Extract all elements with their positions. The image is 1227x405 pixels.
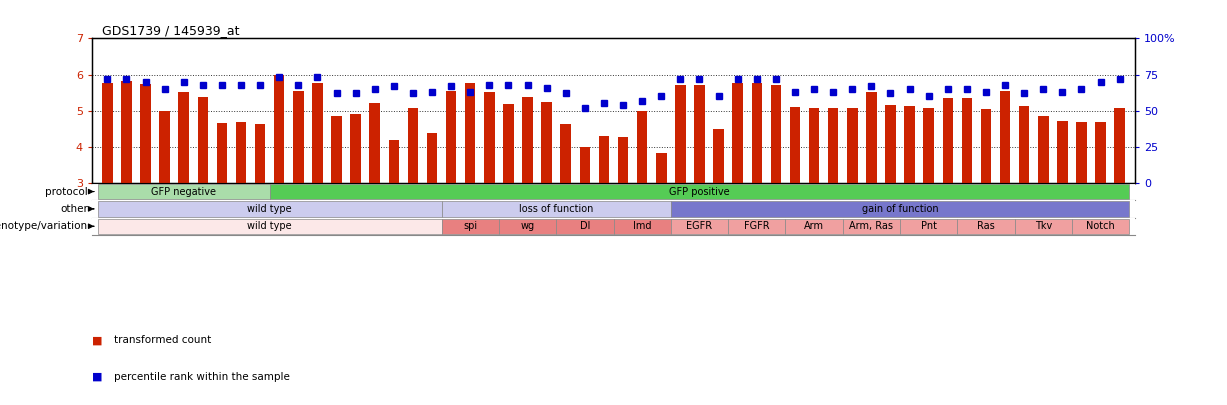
Bar <box>904 107 915 183</box>
Bar <box>942 98 953 183</box>
Bar <box>901 219 957 234</box>
Bar <box>98 184 270 199</box>
Bar <box>579 147 590 183</box>
Text: protocol: protocol <box>45 187 88 196</box>
Bar <box>1096 122 1106 183</box>
Text: ■: ■ <box>92 372 103 382</box>
Bar <box>614 219 671 234</box>
Bar <box>980 109 991 183</box>
Bar <box>1076 122 1087 183</box>
Bar <box>828 108 838 183</box>
Text: wg: wg <box>520 221 535 231</box>
Bar <box>293 91 303 183</box>
Bar <box>790 107 800 183</box>
Text: ■: ■ <box>92 335 103 345</box>
Bar <box>485 92 494 183</box>
Text: loss of function: loss of function <box>519 204 594 214</box>
Bar <box>541 102 552 183</box>
Text: Ras: Ras <box>977 221 995 231</box>
Text: gain of function: gain of function <box>861 204 939 214</box>
Bar <box>847 108 858 183</box>
Bar <box>1015 219 1072 234</box>
Text: wild type: wild type <box>248 204 292 214</box>
Text: percentile rank within the sample: percentile rank within the sample <box>114 372 290 382</box>
Bar <box>713 129 724 183</box>
Bar <box>442 219 499 234</box>
Bar <box>121 81 131 183</box>
Bar <box>785 219 843 234</box>
Bar <box>751 83 762 183</box>
Bar <box>924 108 934 183</box>
Text: EGFR: EGFR <box>686 221 713 231</box>
Bar <box>523 97 533 183</box>
Bar <box>178 92 189 183</box>
Bar <box>140 83 151 183</box>
Bar <box>728 219 785 234</box>
Text: genotype/variation: genotype/variation <box>0 221 88 231</box>
Text: GFP positive: GFP positive <box>669 187 730 196</box>
Bar <box>465 83 476 183</box>
Bar <box>102 83 113 183</box>
Text: wild type: wild type <box>248 221 292 231</box>
Bar <box>351 114 361 183</box>
Bar <box>1000 91 1010 183</box>
Bar <box>427 133 437 183</box>
Text: Imd: Imd <box>633 221 652 231</box>
Text: spi: spi <box>463 221 477 231</box>
Bar <box>675 85 686 183</box>
Text: FGFR: FGFR <box>744 221 769 231</box>
Bar <box>561 124 571 183</box>
Bar <box>809 108 820 183</box>
Bar <box>442 201 671 217</box>
Bar <box>843 219 901 234</box>
Bar <box>499 219 556 234</box>
Bar <box>98 219 442 234</box>
Bar <box>957 219 1015 234</box>
Bar <box>270 184 1129 199</box>
Bar <box>445 91 456 183</box>
Bar <box>236 122 247 183</box>
Bar <box>1114 108 1125 183</box>
Bar <box>312 83 323 183</box>
Bar <box>694 85 704 183</box>
Text: Tkv: Tkv <box>1034 221 1052 231</box>
Text: transformed count: transformed count <box>114 335 211 345</box>
Bar <box>733 83 742 183</box>
Text: other: other <box>60 204 88 214</box>
Bar <box>656 153 666 183</box>
Bar <box>503 104 514 183</box>
Bar <box>637 111 648 183</box>
Bar <box>671 201 1129 217</box>
Text: GDS1739 / 145939_at: GDS1739 / 145939_at <box>102 24 240 37</box>
Text: Notch: Notch <box>1086 221 1115 231</box>
Bar <box>618 137 628 183</box>
Bar <box>1072 219 1129 234</box>
Bar <box>198 97 209 183</box>
Bar <box>255 124 265 183</box>
Bar <box>866 92 876 183</box>
Bar <box>389 140 399 183</box>
Bar <box>331 116 342 183</box>
Bar <box>274 75 285 183</box>
Bar <box>407 108 418 183</box>
Bar <box>217 124 227 183</box>
Bar <box>885 105 896 183</box>
Bar <box>1058 121 1067 183</box>
Bar <box>599 136 609 183</box>
Bar <box>771 85 782 183</box>
Text: GFP negative: GFP negative <box>151 187 216 196</box>
Bar <box>1038 116 1049 183</box>
Text: Dl: Dl <box>579 221 590 231</box>
Bar <box>671 219 728 234</box>
Text: Arm: Arm <box>804 221 825 231</box>
Text: Pnt: Pnt <box>920 221 936 231</box>
Text: Arm, Ras: Arm, Ras <box>849 221 893 231</box>
Bar <box>556 219 614 234</box>
Bar <box>98 201 442 217</box>
Bar <box>160 111 169 183</box>
Bar <box>1018 107 1029 183</box>
Bar <box>369 103 380 183</box>
Bar <box>962 98 972 183</box>
